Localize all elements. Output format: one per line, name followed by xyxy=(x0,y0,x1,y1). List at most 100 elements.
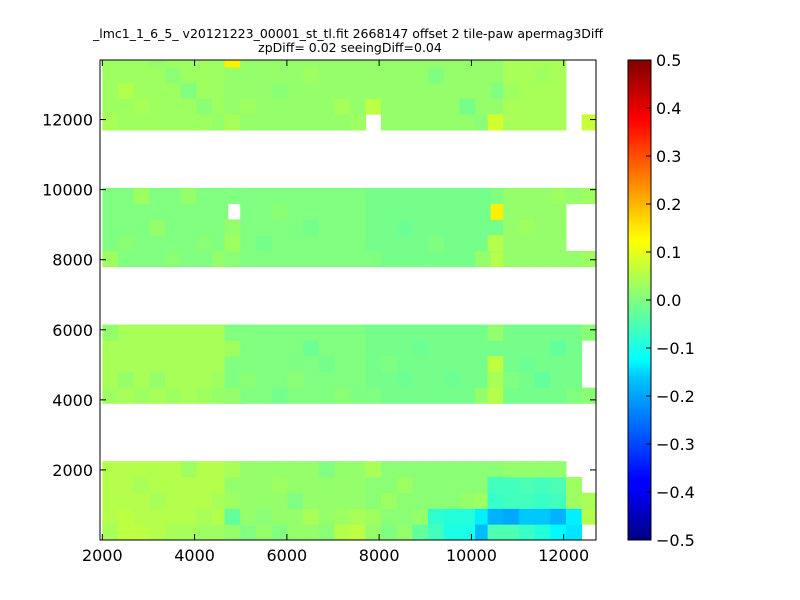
heatmap-cell xyxy=(224,387,241,404)
heatmap-cell xyxy=(412,82,429,99)
heatmap-cell xyxy=(534,250,551,268)
heatmap-cell xyxy=(534,82,551,99)
heatmap-cell xyxy=(487,371,504,388)
heatmap-cell xyxy=(475,340,492,357)
heatmap-cell xyxy=(412,67,429,84)
heatmap-cell xyxy=(428,324,445,341)
x-tick-label: 4000 xyxy=(174,546,215,565)
heatmap-cell xyxy=(350,219,367,236)
heatmap-cell xyxy=(334,250,351,268)
heatmap-cell xyxy=(490,461,507,478)
heatmap-cell xyxy=(412,387,429,404)
heatmap-cell xyxy=(503,235,520,252)
heatmap-cell xyxy=(240,250,257,268)
heatmap-cell xyxy=(196,461,213,478)
heatmap-cell xyxy=(271,98,288,115)
heatmap-cell xyxy=(133,524,150,541)
heatmap-cell xyxy=(133,114,150,131)
heatmap-cell xyxy=(117,250,135,268)
heatmap-cell xyxy=(475,114,492,131)
heatmap-cell xyxy=(380,98,398,115)
heatmap-cell xyxy=(380,340,398,357)
heatmap-cell xyxy=(180,82,197,99)
heatmap-cell xyxy=(180,324,197,341)
heatmap-cell xyxy=(180,524,197,541)
heatmap-cell xyxy=(224,250,241,268)
heatmap-cell xyxy=(318,235,335,252)
heatmap-cell xyxy=(165,524,182,541)
heatmap-cell xyxy=(365,82,382,99)
heatmap-cell xyxy=(581,187,597,205)
heatmap-cell xyxy=(318,98,335,115)
heatmap-cell xyxy=(490,219,507,236)
heatmap-cell xyxy=(443,476,460,494)
colorbar-tick-label: 0.3 xyxy=(656,147,681,166)
heatmap-cell xyxy=(240,387,257,404)
heatmap-cell xyxy=(350,203,367,220)
heatmap-cell xyxy=(459,114,476,131)
heatmap-cell xyxy=(459,461,476,478)
heatmap-cell xyxy=(212,461,229,478)
heatmap-cell xyxy=(550,324,567,341)
heatmap-cell xyxy=(334,476,351,494)
heatmap-cell xyxy=(303,60,320,68)
heatmap-cell xyxy=(443,250,460,268)
heatmap-cell xyxy=(117,371,135,388)
heatmap-cell xyxy=(303,508,320,525)
heatmap-cell xyxy=(443,508,460,525)
heatmap-cell xyxy=(487,476,504,494)
heatmap-cell xyxy=(487,492,504,509)
y-tick-label: 10000 xyxy=(42,181,93,200)
heatmap-cell xyxy=(287,82,304,99)
colorbar-tick-label: −0.5 xyxy=(656,531,695,550)
heatmap-cell xyxy=(196,114,213,131)
heatmap-cell xyxy=(518,461,536,478)
heatmap-cell xyxy=(196,187,213,205)
heatmap-cell xyxy=(133,187,150,205)
heatmap-cell xyxy=(365,387,382,404)
heatmap-cell xyxy=(380,461,398,478)
heatmap-cell xyxy=(212,508,229,525)
heatmap-cell xyxy=(459,82,476,99)
heatmap-cell xyxy=(196,250,213,268)
heatmap-cell xyxy=(149,461,166,478)
heatmap-cell xyxy=(318,324,335,341)
heatmap-cell xyxy=(165,114,182,131)
y-tick-label: 8000 xyxy=(52,251,93,270)
heatmap-cell xyxy=(165,387,182,404)
heatmap-cell xyxy=(334,82,351,99)
heatmap-cell xyxy=(350,67,367,84)
heatmap-cell xyxy=(487,356,504,373)
heatmap-cell xyxy=(180,60,197,68)
heatmap-cell xyxy=(149,98,166,115)
heatmap-cell xyxy=(318,492,335,509)
heatmap-cell xyxy=(117,67,135,84)
heatmap-cell xyxy=(149,114,166,131)
heatmap-cell xyxy=(165,461,182,478)
heatmap-cell xyxy=(428,387,445,404)
heatmap-cell xyxy=(224,114,241,131)
heatmap-cell xyxy=(180,476,197,494)
heatmap-cell xyxy=(428,82,445,99)
heatmap-cell xyxy=(487,235,504,252)
heatmap-cell xyxy=(490,250,507,268)
heatmap-cell xyxy=(518,187,536,205)
heatmap-cell xyxy=(255,371,273,388)
heatmap-cell xyxy=(475,219,492,236)
heatmap-cell xyxy=(396,250,413,268)
heatmap-cell xyxy=(271,203,288,220)
heatmap-cell xyxy=(180,235,197,252)
heatmap-cell xyxy=(490,340,507,357)
heatmap-cell xyxy=(180,203,197,220)
colorbar-tick-label: 0.2 xyxy=(656,195,681,214)
y-tick-label: 4000 xyxy=(52,391,93,410)
heatmap-cell xyxy=(287,324,304,341)
heatmap-cell xyxy=(380,67,398,84)
heatmap-cell xyxy=(224,67,241,84)
heatmap-cell xyxy=(396,203,413,220)
heatmap-cell xyxy=(165,235,182,252)
heatmap-cell xyxy=(271,508,288,525)
heatmap-cell xyxy=(255,476,273,494)
heatmap-cell xyxy=(196,524,213,541)
